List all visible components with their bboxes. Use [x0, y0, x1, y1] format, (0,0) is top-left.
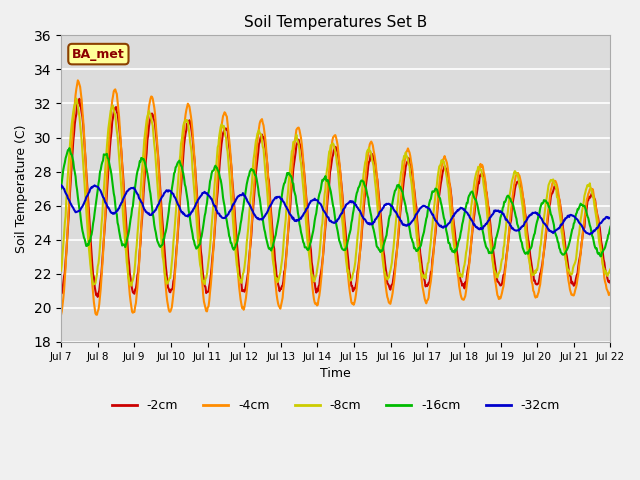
Title: Soil Temperatures Set B: Soil Temperatures Set B: [244, 15, 428, 30]
Text: BA_met: BA_met: [72, 48, 125, 60]
Y-axis label: Soil Temperature (C): Soil Temperature (C): [15, 124, 28, 253]
X-axis label: Time: Time: [321, 367, 351, 380]
Legend: -2cm, -4cm, -8cm, -16cm, -32cm: -2cm, -4cm, -8cm, -16cm, -32cm: [106, 394, 565, 417]
